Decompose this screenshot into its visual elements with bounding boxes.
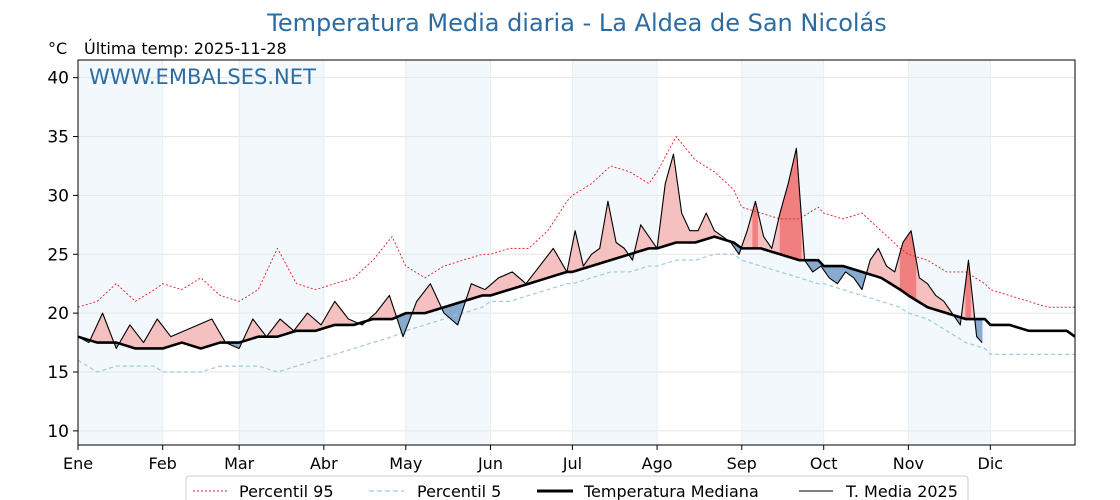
series-lines xyxy=(77,136,1076,373)
anomaly-fill-day-217 xyxy=(667,163,672,246)
legend-label-2025: T. Media 2025 xyxy=(845,482,958,500)
anomaly-fill-day-139 xyxy=(454,302,458,326)
anomaly-fill-day-30 xyxy=(156,318,161,349)
y-tick-label-35: 35 xyxy=(47,128,69,148)
anomaly-fill-day-44 xyxy=(195,324,199,349)
anomaly-fill-day-157 xyxy=(503,273,508,292)
anomaly-fill-day-40 xyxy=(184,329,188,345)
month-band-ene xyxy=(78,60,163,445)
series-line-temperatura-mediana xyxy=(77,235,1076,350)
legend-label-p5: Percentil 5 xyxy=(417,482,501,500)
chart-title: Temperatura Media diaria - La Aldea de S… xyxy=(266,9,887,37)
anomaly-fill-day-45 xyxy=(197,323,202,349)
x-tick-label-may: May xyxy=(389,454,422,473)
plot-frame xyxy=(77,59,1076,446)
y-tick-label-30: 30 xyxy=(47,186,69,206)
series-line-t-media-2025 xyxy=(77,147,983,350)
anomaly-fill-day-261 xyxy=(787,171,792,259)
anomaly-fill-day-129 xyxy=(427,282,431,313)
anomaly-fill-day-303 xyxy=(902,237,906,295)
anomaly-fill-day-138 xyxy=(451,303,456,324)
last-temp-label: Última temp: 2025-11-28 xyxy=(84,39,287,58)
anomaly-fill-day-263 xyxy=(793,148,797,260)
legend-label-median: Temperatura Mediana xyxy=(583,482,759,500)
anomaly-fill-day-47 xyxy=(203,320,207,349)
anomaly-fill-day-158 xyxy=(506,272,510,291)
legend: Percentil 95 Percentil 5 Temperatura Med… xyxy=(185,475,969,500)
anomaly-fill-day-262 xyxy=(790,160,794,259)
anomaly-fill-day-42 xyxy=(189,326,194,347)
anomaly-fill-day-226 xyxy=(692,230,696,243)
legend-box xyxy=(185,475,969,500)
anomaly-fill-day-156 xyxy=(501,275,505,293)
anomaly-fill-day-145 xyxy=(471,283,475,300)
anomaly-fill-day-198 xyxy=(615,241,620,259)
anomaly-fill-day-174 xyxy=(550,247,554,278)
y-tick-label-20: 20 xyxy=(47,304,69,324)
y-axis: 10 15 20 25 30 35 40 xyxy=(47,69,78,442)
month-band-may xyxy=(405,60,491,445)
anomaly-fill-day-304 xyxy=(905,233,909,297)
anomaly-fill-day-191 xyxy=(596,247,601,265)
x-tick-label-ene: Ene xyxy=(63,454,93,473)
y-tick-label-15: 15 xyxy=(47,363,69,383)
anomaly-fill-day-41 xyxy=(186,327,191,346)
x-tick-label-sep: Sep xyxy=(727,454,757,473)
anomaly-fill-day-225 xyxy=(689,230,693,243)
x-tick-label-dic: Dic xyxy=(978,454,1004,473)
month-bands xyxy=(78,60,991,445)
series-line-percentil-95 xyxy=(77,136,1075,308)
y-tick-label-40: 40 xyxy=(47,69,69,89)
anomaly-fill-day-260 xyxy=(785,183,789,258)
anomaly-fill-day-159 xyxy=(509,271,513,290)
x-tick-label-mar: Mar xyxy=(224,454,255,473)
watermark: WWW.EMBALSES.NET xyxy=(89,65,316,89)
x-tick-label-jun: Jun xyxy=(477,454,503,473)
anomaly-fill-day-311 xyxy=(924,281,928,308)
legend-label-p95: Percentil 95 xyxy=(239,482,334,500)
x-tick-label-nov: Nov xyxy=(893,454,924,473)
x-axis: Ene Feb Mar Abr May Jun Jul Ago Sep Oct Nov Dic xyxy=(63,445,1003,473)
y-unit-label: °C xyxy=(48,39,67,58)
y-tick-label-10: 10 xyxy=(47,422,69,442)
anomaly-fills xyxy=(77,148,983,350)
anomaly-fill-day-331 xyxy=(979,318,983,344)
anomaly-fill-day-310 xyxy=(921,279,926,307)
anomaly-fill-day-48 xyxy=(206,319,210,348)
anomaly-fill-day-277 xyxy=(831,265,835,283)
anomaly-fill-day-309 xyxy=(919,277,923,305)
x-tick-label-feb: Feb xyxy=(149,454,177,473)
anomaly-fill-day-43 xyxy=(192,325,196,348)
x-tick-label-jul: Jul xyxy=(562,454,582,473)
anomaly-fill-day-305 xyxy=(908,229,912,298)
x-tick-label-oct: Oct xyxy=(810,454,838,473)
anomaly-fill-day-46 xyxy=(200,322,204,349)
anomaly-fill-day-155 xyxy=(498,276,502,294)
month-band-mar xyxy=(239,60,324,445)
x-tick-label-ago: Ago xyxy=(642,454,673,473)
x-tick-label-abr: Abr xyxy=(310,454,338,473)
anomaly-fill-day-49 xyxy=(208,318,213,347)
month-band-nov xyxy=(908,60,991,445)
y-tick-label-25: 25 xyxy=(47,245,69,265)
anomaly-fill-day-218 xyxy=(670,154,674,245)
anomaly-fill-day-278 xyxy=(834,265,838,285)
